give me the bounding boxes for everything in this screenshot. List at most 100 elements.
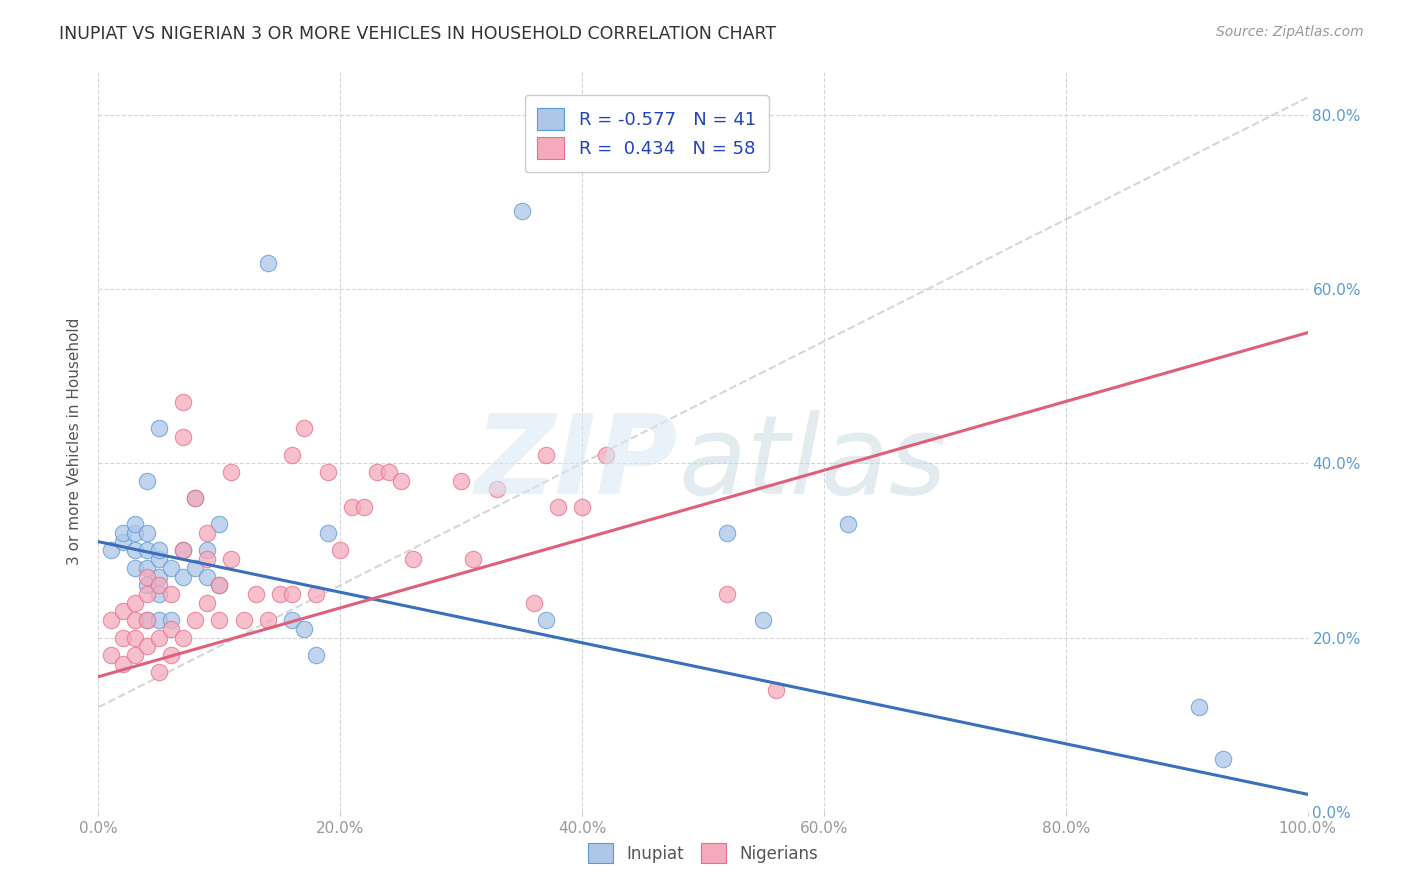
Point xyxy=(148,587,170,601)
Point xyxy=(135,613,157,627)
Point xyxy=(523,596,546,610)
Point xyxy=(135,569,157,583)
Point xyxy=(172,569,194,583)
Point xyxy=(148,421,170,435)
Point xyxy=(232,613,254,627)
Point xyxy=(124,596,146,610)
Point xyxy=(547,500,569,514)
Point xyxy=(135,578,157,592)
Point xyxy=(124,526,146,541)
Point xyxy=(256,613,278,627)
Point xyxy=(208,578,231,592)
Point xyxy=(329,543,352,558)
Point xyxy=(486,483,509,497)
Point xyxy=(208,517,231,532)
Text: Source: ZipAtlas.com: Source: ZipAtlas.com xyxy=(1216,25,1364,39)
Point xyxy=(160,587,183,601)
Point xyxy=(256,256,278,270)
Point xyxy=(208,578,231,592)
Point xyxy=(111,631,134,645)
Point xyxy=(221,465,243,479)
Point xyxy=(111,534,134,549)
Point xyxy=(281,613,304,627)
Point xyxy=(184,561,207,575)
Point xyxy=(184,613,207,627)
Point xyxy=(292,421,315,435)
Text: atlas: atlas xyxy=(679,410,948,517)
Point xyxy=(316,465,339,479)
Point xyxy=(148,543,170,558)
Point xyxy=(148,578,170,592)
Point xyxy=(172,543,194,558)
Point xyxy=(135,543,157,558)
Legend: Inupiat, Nigerians: Inupiat, Nigerians xyxy=(582,837,824,870)
Point xyxy=(148,613,170,627)
Point xyxy=(281,587,304,601)
Point xyxy=(534,613,557,627)
Point xyxy=(377,465,399,479)
Point xyxy=(716,587,738,601)
Point xyxy=(111,657,134,671)
Point xyxy=(160,613,183,627)
Point xyxy=(148,631,170,645)
Point xyxy=(124,631,146,645)
Point xyxy=(100,648,122,662)
Point xyxy=(135,613,157,627)
Point xyxy=(184,491,207,505)
Point xyxy=(305,587,328,601)
Point xyxy=(402,552,425,566)
Point xyxy=(172,631,194,645)
Point xyxy=(195,596,218,610)
Point xyxy=(1212,752,1234,766)
Point xyxy=(160,648,183,662)
Point xyxy=(100,543,122,558)
Point xyxy=(450,474,472,488)
Point xyxy=(1188,700,1211,714)
Point xyxy=(389,474,412,488)
Point xyxy=(124,648,146,662)
Point xyxy=(172,543,194,558)
Point xyxy=(124,613,146,627)
Point xyxy=(595,448,617,462)
Point xyxy=(172,395,194,409)
Point xyxy=(281,448,304,462)
Point xyxy=(195,543,218,558)
Point xyxy=(100,613,122,627)
Point xyxy=(837,517,859,532)
Point xyxy=(184,491,207,505)
Point xyxy=(160,622,183,636)
Point xyxy=(195,552,218,566)
Point xyxy=(135,587,157,601)
Point xyxy=(148,569,170,583)
Point xyxy=(534,448,557,462)
Text: ZIP: ZIP xyxy=(475,410,679,517)
Point xyxy=(195,526,218,541)
Point xyxy=(463,552,485,566)
Point xyxy=(124,517,146,532)
Point xyxy=(221,552,243,566)
Point xyxy=(148,552,170,566)
Point xyxy=(765,682,787,697)
Point xyxy=(172,430,194,444)
Point xyxy=(135,561,157,575)
Text: INUPIAT VS NIGERIAN 3 OR MORE VEHICLES IN HOUSEHOLD CORRELATION CHART: INUPIAT VS NIGERIAN 3 OR MORE VEHICLES I… xyxy=(59,25,776,43)
Point xyxy=(124,561,146,575)
Point xyxy=(269,587,291,601)
Point xyxy=(111,604,134,618)
Point xyxy=(353,500,375,514)
Point xyxy=(510,203,533,218)
Point xyxy=(148,665,170,680)
Point xyxy=(342,500,364,514)
Point xyxy=(111,526,134,541)
Point xyxy=(160,561,183,575)
Point xyxy=(292,622,315,636)
Point xyxy=(135,526,157,541)
Point xyxy=(366,465,388,479)
Y-axis label: 3 or more Vehicles in Household: 3 or more Vehicles in Household xyxy=(67,318,83,566)
Point xyxy=(752,613,775,627)
Point xyxy=(208,613,231,627)
Point xyxy=(316,526,339,541)
Point xyxy=(716,526,738,541)
Point xyxy=(135,639,157,653)
Point xyxy=(245,587,267,601)
